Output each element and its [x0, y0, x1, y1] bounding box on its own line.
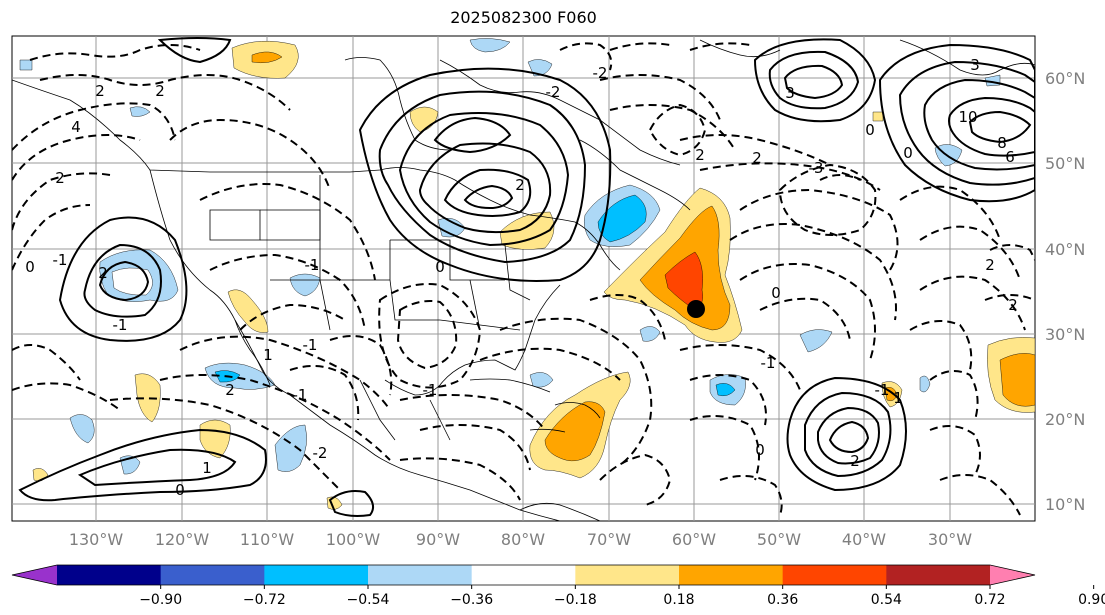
colorbar-segment [679, 565, 784, 585]
colorbar-segment [368, 565, 473, 585]
contour-label: 6 [1005, 148, 1015, 166]
colorbar-tick-label: −0.36 [450, 592, 493, 608]
contour-label: 2 [55, 169, 65, 187]
contour-label: 2 [95, 82, 105, 100]
lon-label: 110°W [240, 530, 295, 549]
lat-label: 20°N [1045, 410, 1085, 429]
latitude-labels: 60°N 50°N 40°N 30°N 20°N 10°N [1045, 69, 1085, 514]
contour-label: 0 [435, 258, 445, 276]
contour-label: 10 [958, 108, 977, 126]
contour-label: -1 [113, 316, 128, 334]
colorbar-tick-label: 0.54 [871, 592, 902, 608]
contour-label: 2 [98, 264, 108, 282]
lat-label: 10°N [1045, 495, 1085, 514]
lon-label: 60°W [672, 530, 716, 549]
contour-label: 1 [263, 346, 273, 364]
contour-label: 2 [1008, 296, 1018, 314]
storm-center-dot [687, 300, 705, 318]
contour-label: 0 [25, 258, 35, 276]
contour-label: 2 [515, 176, 525, 194]
lon-label: 50°W [757, 530, 801, 549]
contour-label: -2 [546, 83, 561, 101]
contour-label: -1 [53, 251, 68, 269]
lat-label: 60°N [1045, 69, 1085, 88]
lon-label: 70°W [587, 530, 631, 549]
colorbar-segment [575, 565, 680, 585]
colorbar-tick-label: −0.72 [243, 592, 286, 608]
contour-label: 2 [225, 381, 235, 399]
map-title: 2025082300 F060 [450, 8, 597, 27]
colorbar-tick-label: 0.18 [663, 592, 694, 608]
colorbar-tick-label: 0.90 [1078, 592, 1105, 608]
colorbar-segment [57, 565, 162, 585]
contour-label: -3 [809, 159, 824, 177]
contour-label: 3 [970, 56, 980, 74]
contour-label: 2 [850, 452, 860, 470]
lat-label: 30°N [1045, 325, 1085, 344]
negative-contours [12, 42, 1035, 516]
colorbar: −0.90 −0.72 −0.54 −0.36 −0.18 0.18 0.36 0.54 0.7… [11, 564, 1105, 608]
contour-label: -2 [593, 64, 608, 82]
lat-label: 50°N [1045, 154, 1085, 173]
colorbar-segment [471, 565, 576, 585]
contour-label: 0 [755, 441, 765, 459]
lon-label: 90°W [416, 530, 460, 549]
coastlines-and-borders [12, 39, 1035, 521]
contour-label: 2 [752, 149, 762, 167]
colorbar-tick-label: 0.36 [767, 592, 798, 608]
contour-label: -1 [423, 381, 438, 399]
lon-label: 40°W [842, 530, 886, 549]
contour-label: -1 [761, 354, 776, 372]
contour-label: 1 [202, 459, 212, 477]
contour-label: 0 [903, 144, 913, 162]
contour-label: 3 [785, 84, 795, 102]
contour-label: 2 [985, 256, 995, 274]
lon-label: 100°W [326, 530, 381, 549]
colorbar-segment [886, 565, 991, 585]
contour-label: -1 [303, 336, 318, 354]
lon-label: 130°W [69, 530, 124, 549]
lon-label: 80°W [501, 530, 545, 549]
colorbar-tick-label: −0.54 [347, 592, 390, 608]
colorbar-segment [264, 565, 369, 585]
colorbar-extend-low [12, 565, 57, 585]
longitude-labels: 130°W 120°W 110°W 100°W 90°W 80°W 70°W 6… [69, 530, 972, 549]
colorbar-tick-label: −0.90 [139, 592, 182, 608]
colorbar-outline [11, 564, 1036, 586]
colorbar-segment [160, 565, 265, 585]
contour-label: 2 [695, 146, 705, 164]
colorbar-extend-high [990, 565, 1035, 585]
contour-label: -1 [875, 381, 890, 399]
contour-label: -1 [305, 256, 320, 274]
contour-label: -2 [313, 444, 328, 462]
colorbar-segment [782, 565, 887, 585]
colorbar-tick-label: −0.18 [554, 592, 597, 608]
contour-label: 2 [155, 82, 165, 100]
contour-label: 4 [71, 118, 81, 136]
contour-label: -1 [293, 386, 308, 404]
lat-label: 40°N [1045, 240, 1085, 259]
positive-anomaly-shading [32, 40, 1035, 510]
colorbar-tick-label: 0.72 [974, 592, 1005, 608]
positive-contours [18, 37, 1035, 517]
contour-label: 1 [893, 389, 903, 407]
contour-label: 0 [175, 481, 185, 499]
lon-label: 120°W [155, 530, 210, 549]
contour-label: 0 [865, 121, 875, 139]
contour-label: 8 [997, 134, 1007, 152]
lon-label: 30°W [928, 530, 972, 549]
contour-label: 0 [771, 284, 781, 302]
